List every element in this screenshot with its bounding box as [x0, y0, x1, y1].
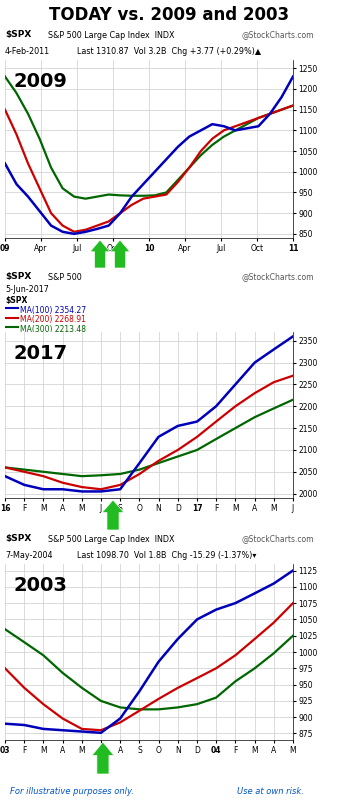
Text: Last 1310.87  Vol 3.2B  Chg +3.77 (+0.29%)▲: Last 1310.87 Vol 3.2B Chg +3.77 (+0.29%)…: [77, 46, 261, 55]
Text: $SPX: $SPX: [5, 272, 31, 281]
Text: S&P 500 Large Cap Index  INDX: S&P 500 Large Cap Index INDX: [48, 31, 174, 40]
Text: 5-Jun-2017: 5-Jun-2017: [5, 285, 49, 294]
Text: 2003: 2003: [14, 577, 68, 595]
Text: Last 1098.70  Vol 1.8B  Chg -15.29 (-1.37%)▾: Last 1098.70 Vol 1.8B Chg -15.29 (-1.37%…: [77, 551, 257, 560]
Text: S&P 500: S&P 500: [48, 272, 81, 281]
Text: @StockCharts.com: @StockCharts.com: [241, 272, 314, 281]
Text: Use at own risk.: Use at own risk.: [237, 787, 304, 796]
Text: MA(200) 2268.91: MA(200) 2268.91: [20, 315, 86, 324]
Text: $SPX: $SPX: [5, 534, 31, 543]
Text: 7-May-2004: 7-May-2004: [5, 551, 52, 560]
Text: $SPX: $SPX: [5, 296, 27, 305]
Text: $SPX: $SPX: [5, 31, 31, 40]
Text: 2009: 2009: [14, 72, 68, 92]
Text: For illustrative purposes only.: For illustrative purposes only.: [10, 787, 134, 796]
Text: S&P 500 Large Cap Index  INDX: S&P 500 Large Cap Index INDX: [48, 534, 174, 543]
Text: @StockCharts.com: @StockCharts.com: [241, 31, 314, 40]
Text: 2017: 2017: [14, 344, 68, 363]
Text: MA(300) 2213.48: MA(300) 2213.48: [20, 325, 87, 334]
Text: MA(100) 2354.27: MA(100) 2354.27: [20, 306, 87, 315]
Text: TODAY vs. 2009 and 2003: TODAY vs. 2009 and 2003: [49, 6, 289, 24]
Text: 4-Feb-2011: 4-Feb-2011: [5, 46, 50, 55]
Text: @StockCharts.com: @StockCharts.com: [241, 534, 314, 543]
